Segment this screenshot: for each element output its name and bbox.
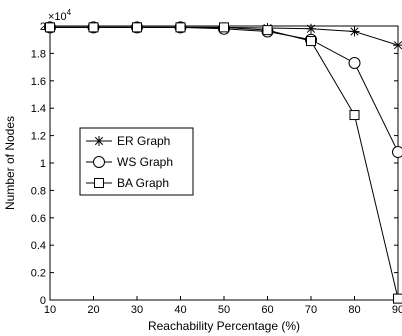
legend-label: WS Graph [117,155,173,169]
x-tick-label: 30 [131,304,143,316]
legend-item: BA Graph [86,176,169,190]
data-point [262,25,273,36]
data-point [349,26,360,37]
series-square [45,22,402,304]
data-point [392,146,402,159]
legend-marker [94,136,104,146]
x-tick-label: 70 [305,304,317,316]
y-tick-label: 0.2 [31,268,46,280]
data-point [45,22,55,33]
y-tick-label: 1.8 [31,48,46,60]
y-tick-label: 0 [40,295,46,307]
x-tick-label: 50 [218,304,230,316]
series-layer [44,21,402,304]
y-tick-label: 1.2 [31,131,46,143]
y-axis-label: Number of Nodes [3,116,17,210]
legend-marker [94,178,104,188]
data-point [306,23,316,34]
data-point [88,22,99,33]
data-point [393,40,402,51]
legend-label: ER Graph [117,134,170,148]
data-point [349,110,360,121]
y-tick-label: 0.6 [31,213,46,225]
legend-marker [93,156,105,168]
legend: ER Graph WS Graph BA Graph [79,127,194,196]
y-axis-multiplier: ×104 [48,8,72,23]
y-tick-label: 1 [40,158,46,170]
x-tick-label: 60 [261,304,273,316]
legend-item: WS Graph [86,155,173,169]
data-point [306,36,316,47]
y-tick-label: 1.6 [31,76,46,88]
data-point [175,22,186,33]
data-point [348,56,361,69]
data-point [132,22,142,33]
legend-item: ER Graph [86,134,170,148]
y-tick-label: 0.8 [31,185,46,197]
y-tick-label: 2 [40,21,46,33]
y-tick-label: 0.4 [31,240,46,252]
x-tick-label: 80 [348,304,360,316]
x-tick-label: 40 [174,304,186,316]
x-tick-label: 90 [392,304,402,316]
x-axis-label: Reachability Percentage (%) [148,319,300,333]
x-tick-label: 10 [44,304,56,316]
y-axis-ticks: 0 0.2 0.4 0.6 0.8 1 1.2 1.4 1.6 1.8 2 [31,21,398,307]
data-point [393,293,402,304]
y-tick-label: 1.4 [31,103,46,115]
legend-label: BA Graph [117,176,169,190]
x-axis-ticks: 10 20 30 40 50 60 70 80 90 [44,26,402,316]
data-point [219,22,229,33]
x-tick-label: 20 [87,304,99,316]
